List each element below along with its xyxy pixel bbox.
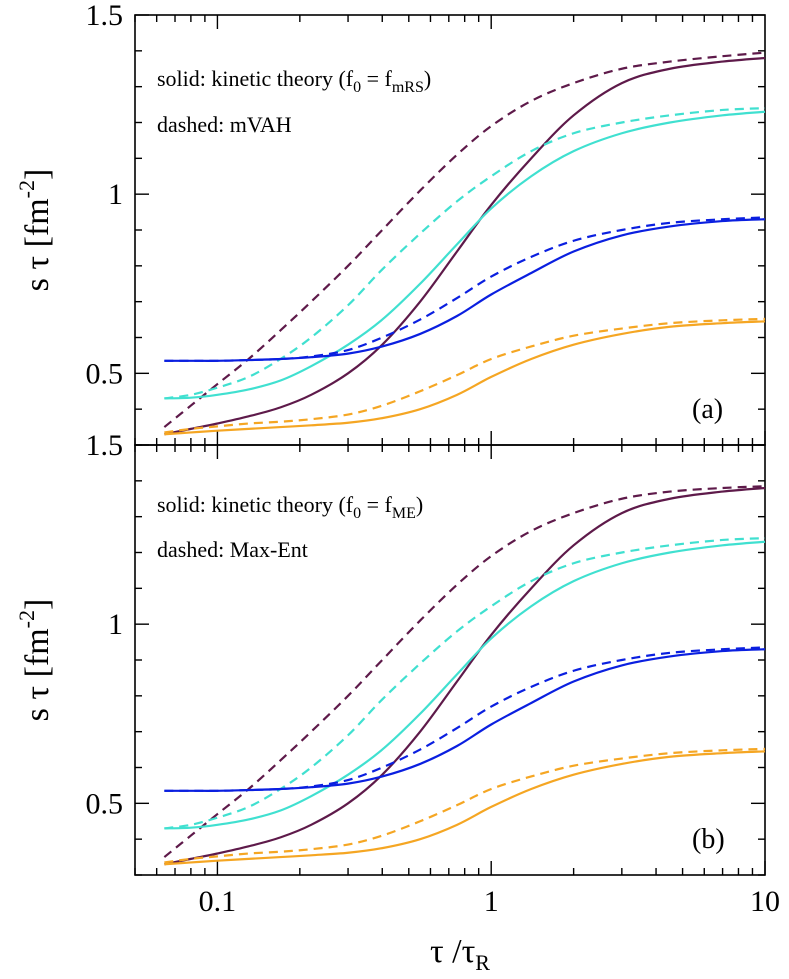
x-tick-label: 1 [484,885,499,918]
panel-a-curves [163,51,766,436]
panel-a-ytick-label: 1.5 [86,0,124,32]
panel-b-series-purple-max-ent [163,485,766,858]
x-tick-label: 0.1 [199,885,237,918]
panel-a-ytick-label: 1 [108,178,123,211]
panel-b-ylabel: s τ [fm-2] [14,599,56,722]
panel-a-ticks: 0.5 1 1.5 [86,0,766,446]
panel-a-annotation-solid: solid: kinetic theory (f0 = fmRS) [157,66,431,96]
panel-a-ylabel: s τ [fm-2] [14,169,56,292]
panel-a-series-blue-kinetic [164,218,766,362]
panel-a: 0.5 1 1.5 solid: kinetic theory (f0 = fmRS… [14,0,766,446]
panel-b-annotation-dashed: dashed: Max-Ent [157,537,308,562]
panel-b-annotation-solid: solid: kinetic theory (f0 = fME) [157,492,423,522]
panel-b-label: (b) [692,824,725,855]
panel-b-ticks: 0.5 1 1.5 0.1 1 10 [86,429,781,918]
panel-b-curves [163,485,766,866]
panel-a-series-orange-mvah [164,317,766,434]
panel-b-series-orange-max-ent [164,747,766,864]
panel-b-series-blue-max-ent [164,646,766,792]
panel-b-series-blue-kinetic [164,648,766,792]
panel-a-annotation-dashed: dashed: mVAH [157,112,292,137]
panel-b-series-purple-kinetic [164,486,766,866]
panel-a-series-blue-mvah [164,216,766,362]
panel-b-series-cyan-max-ent [164,537,766,830]
panel-a-series-orange-kinetic [164,320,766,436]
panel-b-ytick-label: 0.5 [86,787,124,820]
panel-b-series-orange-kinetic [164,750,766,866]
x-tick-label: 10 [750,885,780,918]
panel-a-series-cyan-kinetic [164,110,766,400]
panel-b-ytick-label: 1 [108,608,123,641]
panel-a-series-purple-mvah [163,51,766,428]
panel-a-series-cyan-mvah [164,107,766,400]
panel-b-ytick-label: 1.5 [86,429,124,462]
panel-b: 0.5 1 1.5 0.1 1 10 solid: kinetic theory (f0 … [14,429,780,975]
x-axis-label: τ /τR [430,933,490,975]
panel-b-series-cyan-kinetic [164,540,766,830]
panel-a-series-purple-kinetic [164,56,766,436]
panel-a-ytick-label: 0.5 [86,357,124,390]
panel-a-label: (a) [692,394,723,425]
